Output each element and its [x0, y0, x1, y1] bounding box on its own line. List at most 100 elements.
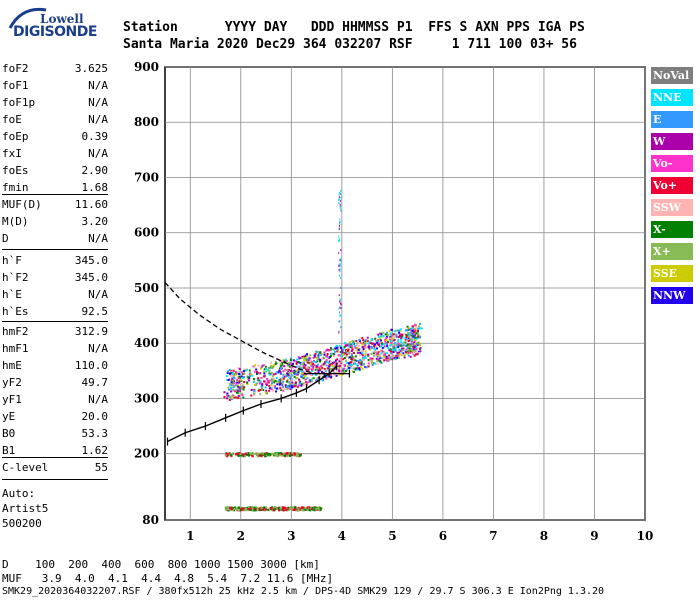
echo-point — [345, 350, 348, 353]
echo-point — [340, 346, 343, 349]
echo-point — [369, 358, 372, 361]
echo-point — [226, 372, 229, 375]
es-point — [239, 452, 242, 455]
echo-point — [398, 331, 401, 334]
e-layer-point — [242, 507, 245, 510]
e-layer-point — [313, 506, 316, 509]
echo-point — [354, 345, 357, 348]
es-point — [264, 455, 267, 458]
e-layer-point — [306, 507, 309, 510]
echo-point — [236, 380, 239, 383]
echo-point — [296, 369, 299, 372]
es-point — [248, 452, 251, 455]
es-point — [229, 454, 232, 457]
echo-point — [321, 364, 324, 367]
es-point — [299, 454, 302, 457]
echo-point — [304, 359, 307, 362]
echo-point — [356, 347, 359, 350]
echo-point — [282, 386, 285, 389]
echo-point — [399, 334, 402, 337]
noise-point — [338, 307, 340, 310]
es-point — [282, 452, 285, 455]
e-layer-point — [256, 507, 259, 510]
echo-point — [379, 357, 382, 360]
echo-point — [266, 378, 269, 381]
echo-point — [392, 335, 395, 338]
echo-point — [229, 396, 232, 399]
echo-point — [254, 383, 257, 386]
e-layer-point — [261, 508, 264, 511]
echo-point — [321, 366, 324, 369]
echo-point — [302, 382, 305, 385]
e-layer-point — [319, 508, 322, 511]
echo-point — [378, 359, 381, 362]
echo-point — [404, 351, 407, 354]
echo-point — [336, 364, 339, 367]
e-layer-point — [249, 506, 252, 509]
echo-point — [346, 349, 349, 352]
es-point — [265, 454, 268, 457]
echo-point — [263, 380, 266, 383]
echo-point — [296, 373, 299, 376]
param-separator — [2, 249, 108, 250]
e-layer-point — [297, 507, 300, 510]
echo-point — [340, 361, 343, 364]
echo-point — [301, 363, 304, 366]
echo-point — [288, 384, 291, 387]
echo-point — [379, 339, 382, 342]
es-point — [231, 453, 234, 456]
param-name: fxI — [2, 147, 22, 160]
echo-point — [290, 362, 293, 365]
echo-point — [414, 324, 417, 327]
echo-point — [228, 378, 231, 381]
echo-point — [386, 333, 389, 336]
e-layer-point — [244, 507, 247, 510]
echo-point — [296, 385, 299, 388]
echo-point — [361, 359, 364, 362]
echo-point — [367, 342, 370, 345]
echo-point — [417, 328, 420, 331]
echo-point — [399, 328, 402, 331]
echo-point — [289, 369, 292, 372]
echo-point — [371, 346, 374, 349]
es-point — [265, 452, 268, 455]
echo-point — [295, 361, 298, 364]
param-row-hf2: h`F2 345.0 — [2, 271, 108, 288]
echo-point — [339, 358, 342, 361]
echo-point — [415, 332, 418, 335]
e-layer-point — [253, 508, 256, 511]
es-point — [268, 452, 271, 455]
echo-point — [409, 344, 412, 347]
es-point — [225, 454, 228, 457]
e-layer-point — [299, 508, 302, 511]
e-layer-point — [317, 507, 320, 510]
echo-point — [392, 337, 395, 340]
echo-point — [413, 330, 416, 333]
echo-point — [404, 329, 407, 332]
e-layer-point — [303, 507, 306, 510]
echo-point — [271, 382, 274, 385]
echo-point — [299, 380, 302, 383]
es-point — [294, 454, 297, 457]
echo-point — [230, 372, 233, 375]
echo-point — [298, 381, 301, 384]
echo-point — [239, 373, 242, 376]
e-layer-point — [232, 507, 235, 510]
echo-point — [420, 327, 423, 330]
es-point — [289, 454, 292, 457]
param-name: foF1 — [2, 79, 29, 92]
es-point — [237, 452, 240, 455]
e-layer-point — [278, 506, 281, 509]
echo-point — [279, 359, 282, 362]
echo-point — [329, 363, 332, 366]
e-layer-point — [251, 506, 254, 509]
echo-point — [363, 339, 366, 342]
echo-point — [412, 352, 415, 355]
echo-point — [358, 366, 361, 369]
es-point — [235, 452, 238, 455]
echo-point — [230, 375, 233, 378]
echo-point — [358, 368, 361, 371]
echo-point — [315, 378, 318, 381]
echo-point — [233, 396, 236, 399]
echo-point — [279, 388, 282, 391]
